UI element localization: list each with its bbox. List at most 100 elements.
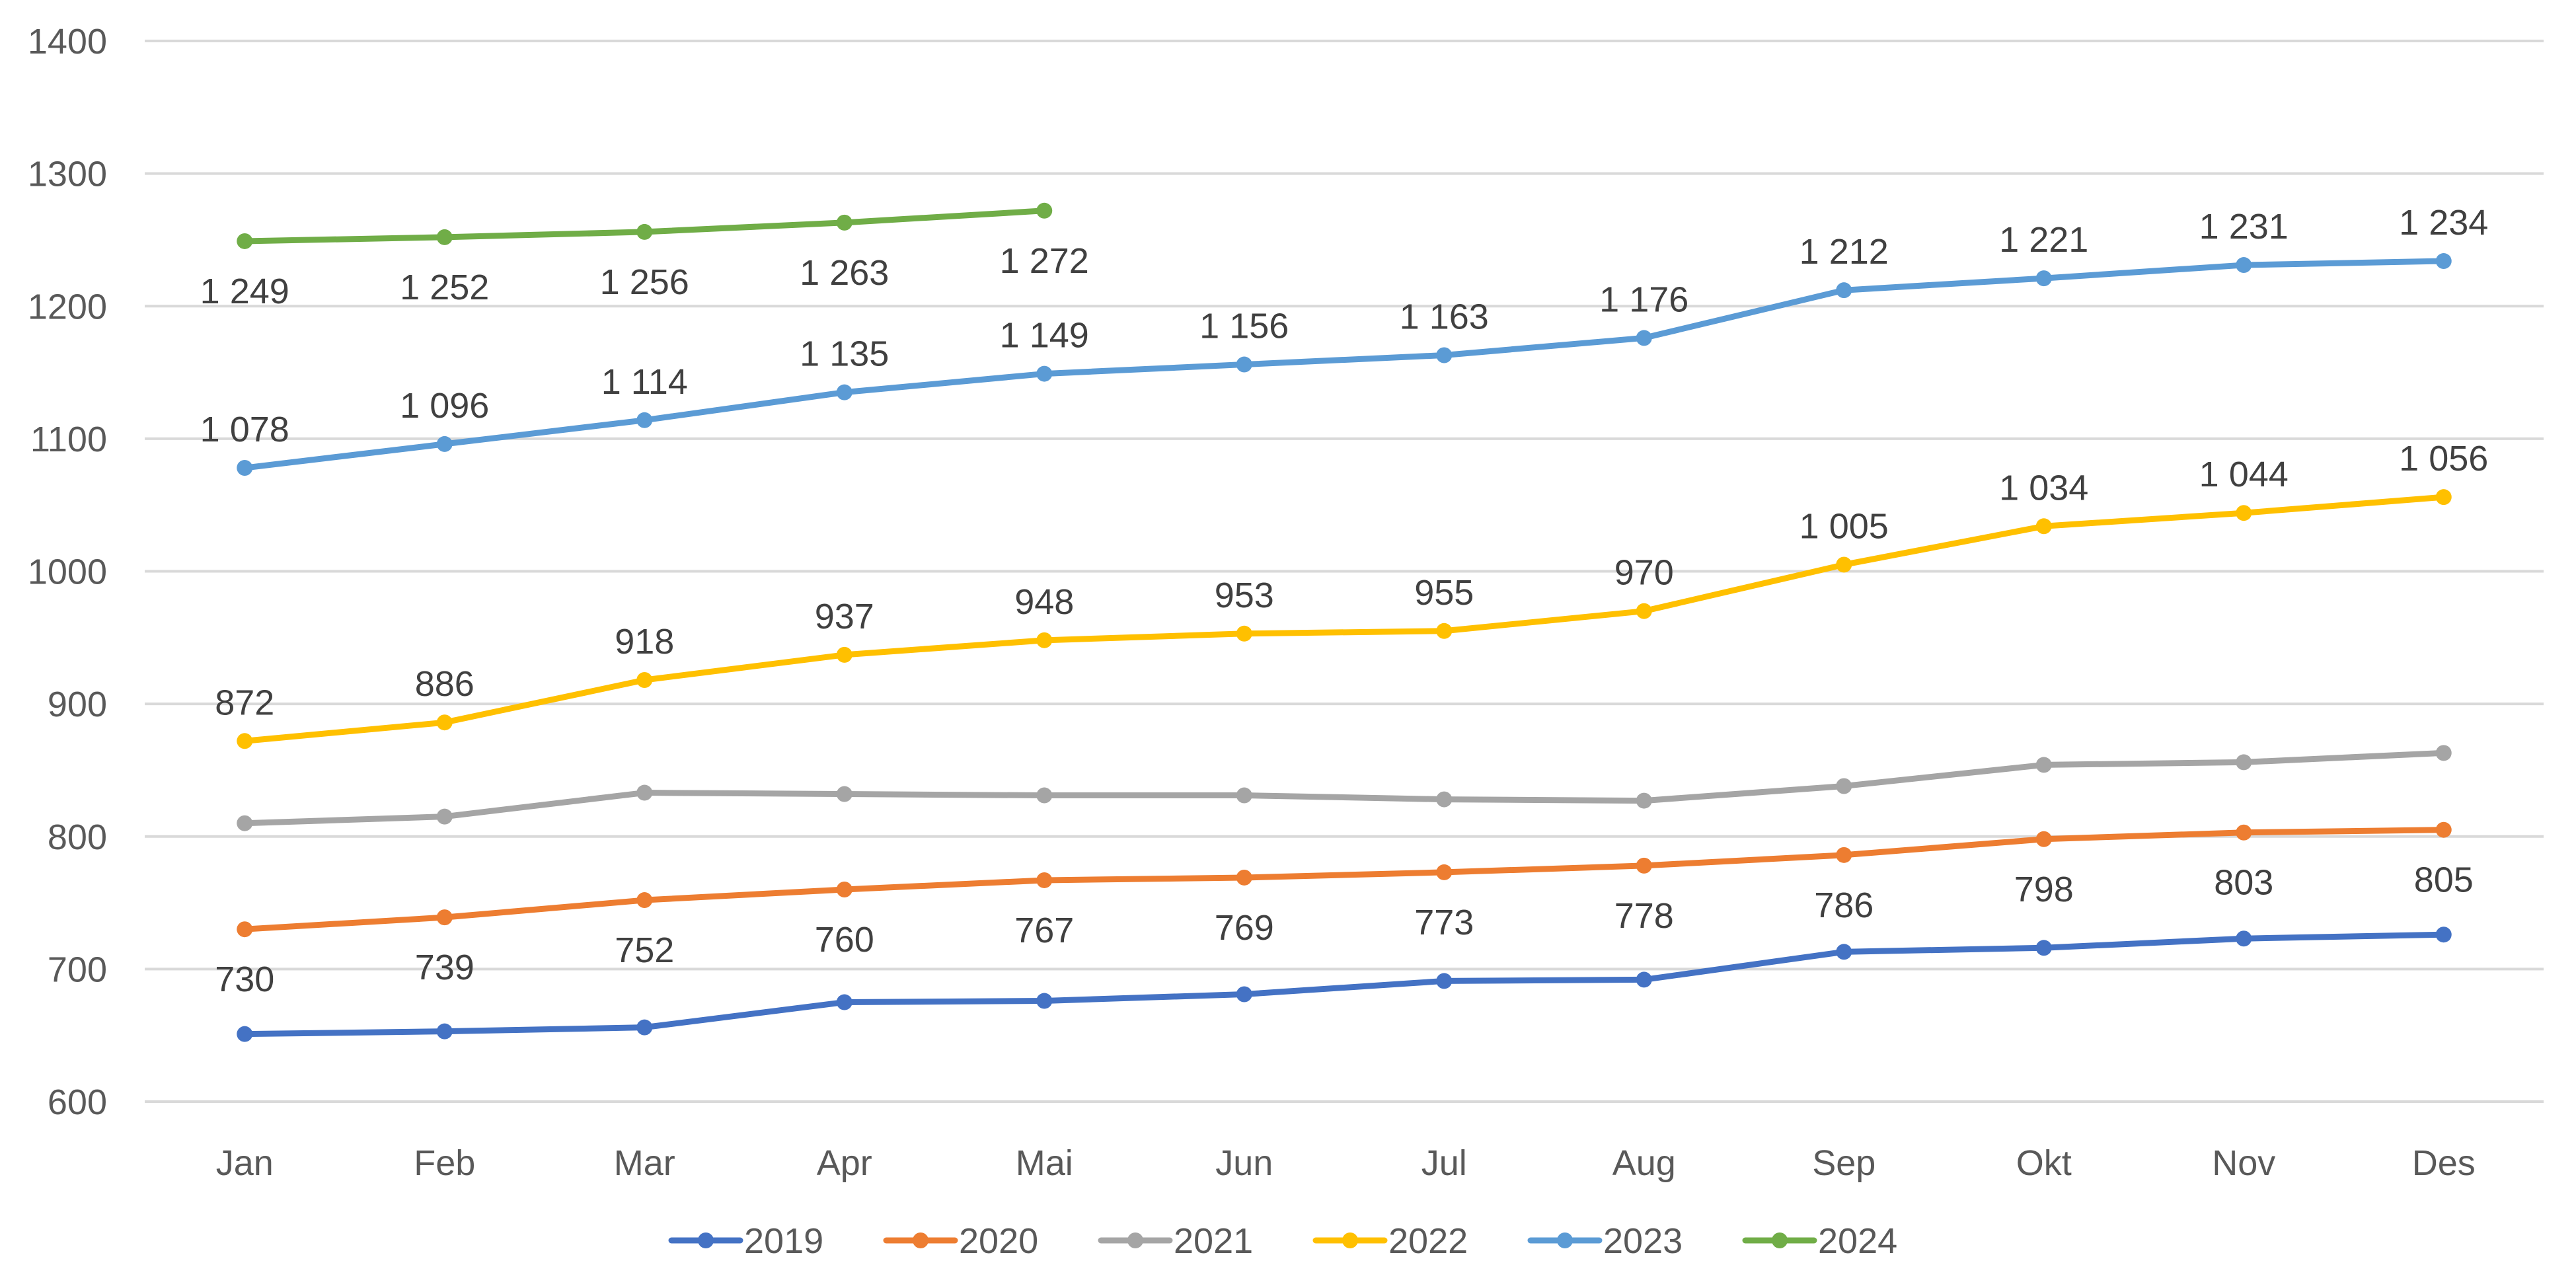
- legend-dot-marker-icon: [913, 1232, 928, 1248]
- data-point-2019-Sep: [1836, 944, 1852, 960]
- data-point-2024-Mai: [1036, 202, 1053, 219]
- data-point-2024-Apr: [836, 214, 852, 231]
- data-point-2020-Sep: [1836, 847, 1852, 863]
- data-label-2020-Okt: 798: [2014, 870, 2074, 909]
- data-point-2020-Mar: [636, 892, 653, 909]
- x-tick-label: Mai: [1016, 1143, 1073, 1183]
- data-label-2023-Aug: 1 176: [1599, 280, 1688, 319]
- series-line-2019: [241, 931, 2447, 1038]
- data-point-2021-Des: [2435, 745, 2452, 761]
- data-label-2020-Feb: 739: [415, 948, 474, 987]
- data-point-2020-Apr: [836, 882, 852, 897]
- data-point-2023-Feb: [436, 436, 453, 452]
- data-point-2021-Aug: [1636, 792, 1652, 809]
- data-point-2022-Apr: [836, 646, 852, 663]
- legend: 2019 2020 2021 2022 2023 2024: [668, 1221, 1897, 1261]
- x-tick-label: Feb: [414, 1143, 475, 1183]
- legend-label: 2019: [744, 1221, 823, 1261]
- legend-label: 2020: [959, 1221, 1038, 1261]
- x-axis-tick-labels: Jan Feb Mar Apr Mai Jun Jul Aug Sep Okt Nov Des: [216, 1143, 2476, 1183]
- data-point-2023-Apr: [836, 384, 852, 400]
- x-tick-label: Mar: [614, 1143, 675, 1183]
- data-label-2024-Apr: 1 263: [800, 253, 889, 293]
- series-line-2022: [241, 494, 2447, 744]
- legend-label: 2023: [1603, 1221, 1683, 1261]
- data-label-2022-Feb: 886: [415, 664, 474, 704]
- data-point-2020-Nov: [2236, 824, 2252, 841]
- data-label-2020-Sep: 786: [1814, 886, 1874, 925]
- data-point-2022-Jan: [237, 733, 253, 749]
- data-label-2023-Apr: 1 135: [800, 334, 889, 374]
- series-2023: [237, 253, 2452, 476]
- data-point-2021-Mar: [636, 784, 653, 801]
- data-point-2019-Des: [2435, 927, 2452, 943]
- data-point-2020-Des: [2435, 821, 2452, 838]
- legend-item-2020[interactable]: 2020: [883, 1221, 1038, 1261]
- x-tick-label: Jul: [1421, 1143, 1467, 1183]
- legend-label: 2022: [1388, 1221, 1468, 1261]
- data-point-2020-Jun: [1236, 869, 1252, 886]
- data-label-2024-Mai: 1 272: [1000, 241, 1089, 281]
- data-label-2023-Jan: 1 078: [200, 410, 289, 449]
- data-point-2022-Jul: [1436, 623, 1453, 639]
- data-point-2023-Jul: [1436, 347, 1453, 363]
- data-point-2020-Jan: [237, 921, 253, 938]
- data-point-2022-Nov: [2236, 505, 2252, 521]
- y-tick-label: 700: [48, 950, 107, 989]
- series-line-2023: [241, 258, 2447, 471]
- data-point-2019-Feb: [436, 1023, 453, 1040]
- data-point-2020-Jul: [1436, 864, 1453, 880]
- series-lines: [237, 202, 2452, 1042]
- x-tick-label: Des: [2412, 1143, 2476, 1183]
- data-point-2019-Jul: [1436, 973, 1453, 989]
- legend-item-2023[interactable]: 2023: [1527, 1221, 1683, 1261]
- legend-item-2024[interactable]: 2024: [1742, 1221, 1897, 1261]
- data-label-2024-Feb: 1 252: [400, 268, 489, 307]
- series-2022: [237, 489, 2452, 749]
- data-point-2019-Mai: [1036, 993, 1053, 1009]
- data-point-2023-Sep: [1836, 282, 1852, 299]
- data-point-2021-Nov: [2236, 754, 2252, 771]
- data-label-2023-Mai: 1 149: [1000, 316, 1089, 356]
- legend-label: 2024: [1818, 1221, 1897, 1261]
- x-tick-label: Sep: [1812, 1143, 1875, 1183]
- data-point-2020-Okt: [2035, 831, 2052, 847]
- y-axis-tick-labels: 1400 1300 1200 1100 1000 900 800 700 600: [28, 22, 107, 1122]
- data-label-2020-Apr: 760: [815, 920, 874, 960]
- data-label-2022-Nov: 1 044: [2199, 455, 2289, 494]
- y-tick-label: 600: [48, 1082, 107, 1122]
- data-point-2019-Apr: [836, 994, 852, 1010]
- legend-item-2021[interactable]: 2021: [1098, 1221, 1253, 1261]
- data-point-2019-Okt: [2035, 940, 2052, 956]
- data-labels: 730 739 752 760 767 769 773 778 786 798 803 805 872 8…: [200, 203, 2489, 999]
- x-tick-label: Aug: [1612, 1143, 1676, 1183]
- legend-dot-marker-icon: [1342, 1232, 1358, 1248]
- series-line-2020: [241, 827, 2447, 932]
- data-point-2020-Aug: [1636, 857, 1652, 874]
- x-tick-label: Nov: [2212, 1143, 2275, 1183]
- legend-item-2019[interactable]: 2019: [668, 1221, 823, 1261]
- series-line-2021: [241, 749, 2447, 827]
- legend-label: 2021: [1174, 1221, 1253, 1261]
- data-point-2022-Jun: [1236, 625, 1252, 642]
- data-point-2022-Mai: [1036, 632, 1053, 648]
- data-point-2022-Mar: [636, 672, 653, 689]
- data-point-2021-Feb: [436, 808, 453, 825]
- series-2019: [237, 927, 2452, 1042]
- series-2020: [237, 821, 2452, 938]
- data-point-2021-Mai: [1036, 787, 1053, 804]
- data-point-2024-Mar: [636, 223, 653, 240]
- data-label-2023-Mar: 1 114: [601, 362, 688, 402]
- data-label-2020-Jan: 730: [215, 960, 274, 999]
- data-point-2023-Aug: [1636, 330, 1652, 346]
- data-point-2021-Sep: [1836, 778, 1852, 794]
- data-label-2020-Jul: 773: [1414, 903, 1474, 942]
- data-label-2022-Mar: 918: [615, 622, 674, 662]
- data-label-2023-Sep: 1 212: [1799, 232, 1889, 272]
- data-label-2020-Mar: 752: [615, 930, 674, 970]
- data-point-2024-Jan: [237, 233, 253, 249]
- legend-item-2022[interactable]: 2022: [1312, 1221, 1468, 1261]
- data-label-2022-Jul: 955: [1414, 573, 1474, 613]
